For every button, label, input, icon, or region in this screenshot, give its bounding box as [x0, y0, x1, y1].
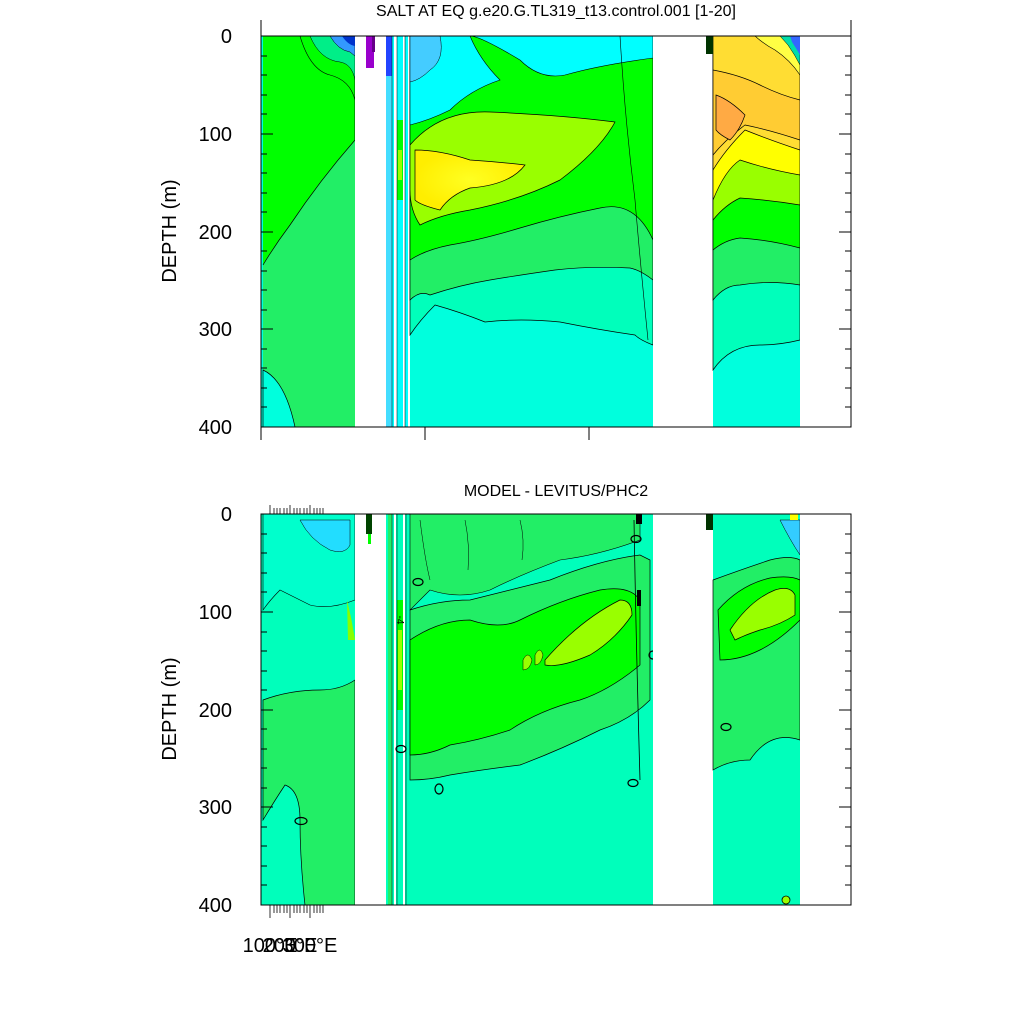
- bottom-land-gap-2: [653, 514, 713, 905]
- bottom-x-tick-labels: 100°E 200°E 300°E: [243, 935, 338, 957]
- bottom-y-tick-label: 100: [199, 602, 232, 624]
- top-pacific-basin: [409, 36, 654, 427]
- top-panel: SALT AT EQ g.e20.G.TL319_t13.control.001…: [159, 3, 852, 440]
- top-y-tick-label: 0: [221, 26, 232, 48]
- bottom-x-tick-label: 100°E: [243, 935, 298, 957]
- bottom-y-tick-label: 300: [199, 797, 232, 819]
- bottom-x-tick-label: 200°E: [263, 935, 318, 957]
- top-y-tick-label: 100: [199, 124, 232, 146]
- bottom-y-axis-label: DEPTH (m): [159, 657, 181, 760]
- bottom-contour-labels: -4: [394, 616, 405, 625]
- bottom-y-tick-labels: 0 100 200 300 400: [199, 504, 232, 917]
- bottom-y-tick-label: 400: [199, 895, 232, 917]
- top-land-gap-1: [355, 36, 386, 427]
- top-y-tick-label: 200: [199, 222, 232, 244]
- top-y-tick-label: 300: [199, 319, 232, 341]
- top-atlantic-basin: [706, 36, 801, 427]
- bottom-maritime-streaks: [386, 514, 410, 905]
- top-y-tick-label: 400: [199, 417, 232, 439]
- bottom-panel-title: MODEL - LEVITUS/PHC2: [464, 483, 648, 500]
- top-maritime-streaks: [386, 36, 410, 427]
- bottom-y-tick-label: 200: [199, 700, 232, 722]
- bottom-x-ticks: [269, 505, 324, 918]
- bottom-y-tick-label: 0: [221, 504, 232, 526]
- top-y-tick-labels: 0 100 200 300 400: [199, 26, 232, 439]
- bottom-y-axis: [261, 513, 851, 906]
- bottom-west-basin: [262, 514, 356, 905]
- top-land-gap-2: [653, 36, 713, 427]
- top-field: [261, 36, 851, 427]
- top-y-axis: [260, 20, 852, 440]
- bottom-pacific-basin: [409, 514, 658, 905]
- bottom-x-tick-label: 300°E: [283, 935, 338, 957]
- top-y-axis-label: DEPTH (m): [159, 179, 181, 282]
- top-west-basin: [262, 36, 356, 427]
- top-panel-title: SALT AT EQ g.e20.G.TL319_t13.control.001…: [376, 3, 736, 20]
- contour-label: -4: [394, 616, 405, 625]
- bottom-field: [261, 514, 851, 905]
- bottom-land-gap-1: [355, 514, 386, 905]
- bottom-panel: MODEL - LEVITUS/PHC2: [159, 483, 852, 957]
- bottom-atlantic-basin: [706, 514, 801, 905]
